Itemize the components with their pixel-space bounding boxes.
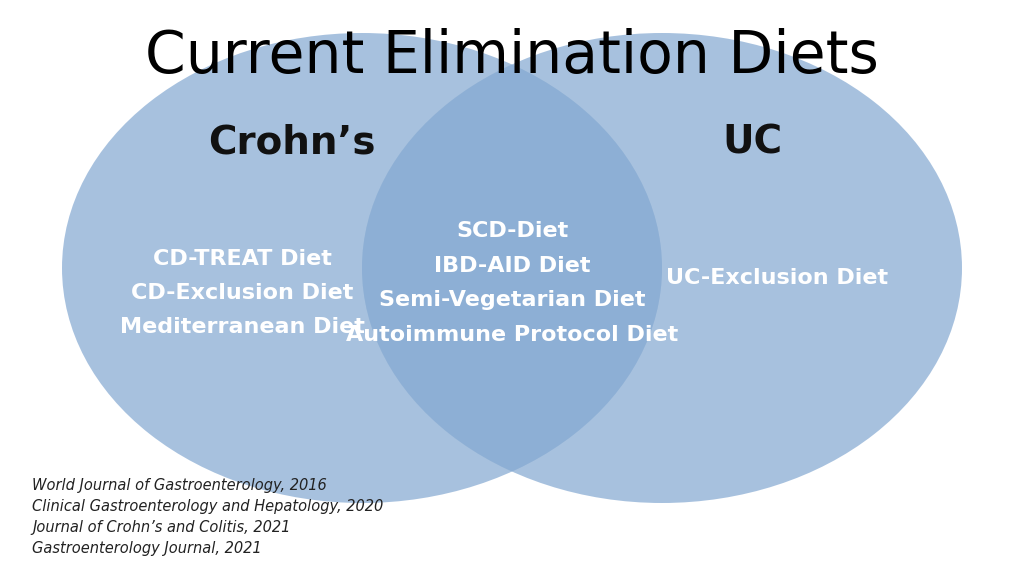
Text: UC-Exclusion Diet: UC-Exclusion Diet: [666, 268, 888, 288]
Ellipse shape: [62, 33, 662, 503]
Text: Crohn’s: Crohn’s: [208, 124, 376, 162]
Ellipse shape: [362, 33, 962, 503]
Text: World Journal of Gastroenterology, 2016
Clinical Gastroenterology and Hepatology: World Journal of Gastroenterology, 2016 …: [32, 478, 383, 556]
Ellipse shape: [62, 33, 662, 503]
Text: Current Elimination Diets: Current Elimination Diets: [145, 28, 879, 85]
Text: UC: UC: [722, 124, 782, 162]
Text: CD-TREAT Diet
CD-Exclusion Diet
Mediterranean Diet: CD-TREAT Diet CD-Exclusion Diet Mediterr…: [120, 249, 365, 337]
Text: SCD-Diet
IBD-AID Diet
Semi-Vegetarian Diet
Autoimmune Protocol Diet: SCD-Diet IBD-AID Diet Semi-Vegetarian Di…: [346, 221, 678, 344]
